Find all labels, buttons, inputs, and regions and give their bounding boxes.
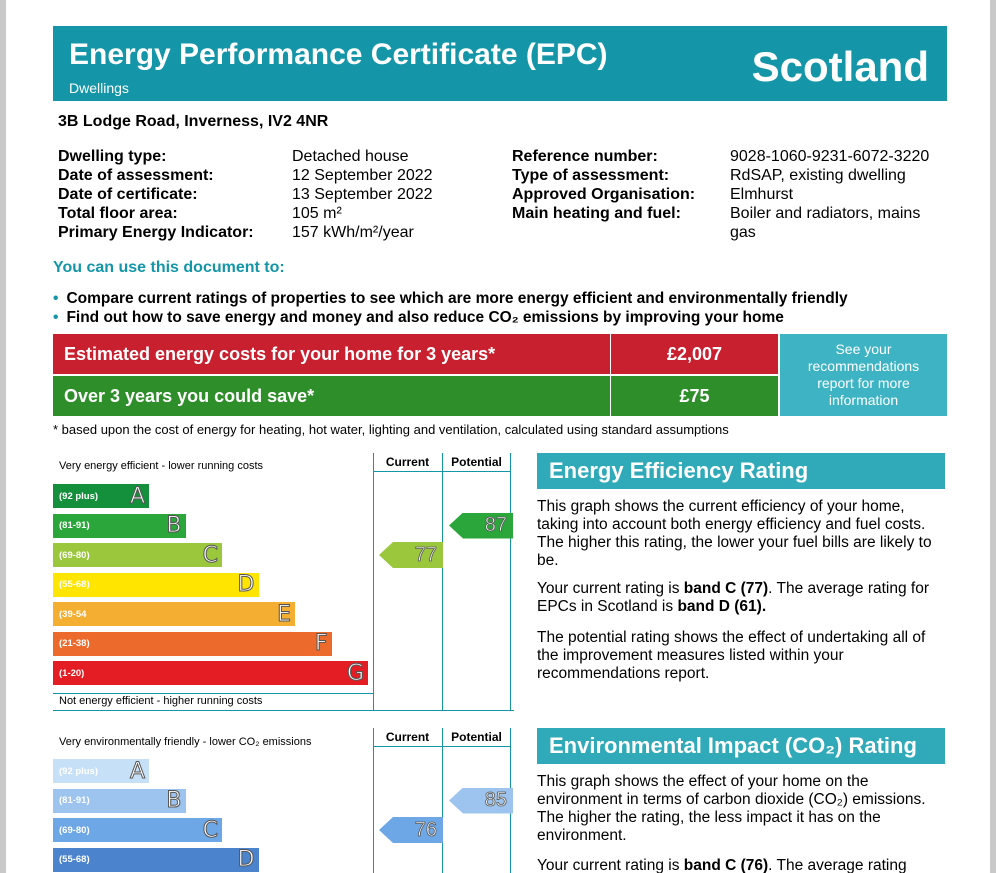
energy-efficiency-chart: Very energy efficient - lower running co… [53, 453, 514, 711]
band-bar-c: (69-80) C [53, 817, 222, 843]
band-bar-b: (81-91) B [53, 788, 186, 814]
band-bar-f: (21-38) F [53, 631, 332, 657]
current-rating-arrow: 76 [379, 817, 443, 843]
band-bar-a: (92 plus) A [53, 483, 149, 509]
band-letter: D [237, 847, 255, 873]
details-right: Reference number: 9028-1060-9231-6072-322… [512, 147, 929, 242]
band-range: (1-20) [59, 667, 85, 679]
current-header: Current [385, 730, 430, 744]
band-range: (81-91) [59, 520, 90, 531]
band-letter: D [237, 572, 255, 598]
eir-paragraph-1: This graph shows the effect of your home… [537, 773, 926, 844]
detail-row: Reference number: 9028-1060-9231-6072-322… [512, 148, 930, 165]
current-header: Current [385, 455, 430, 469]
band-letter: B [166, 788, 182, 814]
band-range: (92 plus) [59, 490, 99, 502]
footnote: * based upon the cost of energy for heat… [53, 422, 729, 437]
band-bar-g: (1-20) G [53, 660, 368, 686]
chart-bottom-caption: Not energy efficient - higher running co… [59, 695, 263, 707]
estimated-cost-value: £2,007 [611, 334, 778, 374]
band-range: (69-80) [59, 549, 90, 561]
detail-row: Total floor area: 105 m² [58, 205, 342, 222]
detail-row: Approved Organisation: Elmhurst [512, 186, 794, 203]
energy-efficiency-heading: Energy Efficiency Rating [537, 453, 945, 489]
band-bar-a: (92 plus) A [53, 758, 149, 784]
eer-paragraph-1: This graph shows the current efficiency … [537, 498, 932, 569]
details-left: Dwelling type: Detached house Date of ass… [58, 147, 433, 242]
band-range: (92 plus) [59, 765, 99, 777]
band-range: (55-68) [59, 579, 90, 590]
band-range: (69-80) [59, 824, 90, 836]
header-banner: Energy Performance Certificate (EPC) Dwe… [53, 26, 947, 101]
epc-page: Energy Performance Certificate (EPC) Dwe… [6, 0, 990, 873]
current-rating-arrow: 77 [379, 542, 443, 568]
detail-row: Dwelling type: Detached house [58, 148, 409, 165]
list-item: • Find out how to save energy and money a… [53, 309, 784, 326]
detail-row: gas [730, 224, 756, 241]
detail-row: Main heating and fuel: Boiler and radiato… [512, 205, 921, 222]
band-bar-b: (81-91) B [53, 513, 186, 539]
environmental-impact-heading: Environmental Impact (CO₂) Rating [537, 728, 945, 764]
detail-row: Date of certificate: 13 September 2022 [58, 186, 433, 203]
detail-row: Primary Energy Indicator: 157 kWh/m²/year [58, 224, 414, 241]
band-letter: F [314, 631, 328, 657]
region-label: Scotland [751, 43, 929, 90]
property-address: 3B Lodge Road, Inverness, IV2 4NR [58, 113, 329, 130]
eer-paragraph-3: The potential rating shows the effect of… [537, 629, 926, 682]
band-range: (21-38) [59, 638, 90, 649]
potential-column [442, 453, 511, 711]
band-range: (55-68) [59, 854, 90, 865]
potential-rating-arrow: 85 [449, 787, 513, 814]
band-range: (39-54 [59, 608, 87, 620]
estimated-cost-label: Estimated energy costs for your home for… [53, 334, 610, 374]
page-title: Energy Performance Certificate (EPC) [69, 38, 608, 71]
eir-paragraph-2: Your current rating is band C (76). The … [537, 857, 907, 873]
detail-row: Date of assessment: 12 September 2022 [58, 167, 433, 184]
list-item: • Compare current ratings of properties t… [53, 290, 848, 307]
environmental-impact-chart: Very environmentally friendly - lower CO… [53, 728, 514, 873]
band-letter: G [346, 660, 364, 686]
potential-header: Potential [451, 455, 502, 469]
current-column [373, 453, 443, 711]
uses-heading: You can use this document to: [53, 259, 285, 276]
band-bar-d: (55-68) D [53, 847, 259, 873]
band-letter: B [166, 513, 182, 539]
savings-value: £75 [611, 376, 778, 416]
savings-label: Over 3 years you could save* [53, 376, 610, 416]
band-letter: E [277, 601, 292, 627]
see-recommendations-link[interactable]: See your recommendations report for more… [780, 334, 947, 416]
band-bar-e: (39-54 E [53, 601, 295, 627]
uses-list: • Compare current ratings of properties t… [53, 289, 848, 327]
chart-top-caption: Very environmentally friendly - lower CO… [59, 736, 312, 748]
band-bar-c: (69-80) C [53, 542, 222, 568]
band-letter: A [129, 483, 145, 509]
detail-row: Type of assessment: RdSAP, existing dwell… [512, 167, 906, 184]
band-range: (81-91) [59, 795, 90, 806]
current-column [373, 728, 443, 873]
band-letter: C [202, 817, 218, 843]
band-bar-d: (55-68) D [53, 572, 259, 598]
potential-rating-arrow: 87 [449, 512, 513, 539]
band-letter: A [129, 758, 145, 784]
page-subtitle: Dwellings [69, 80, 129, 96]
band-letter: C [202, 542, 218, 568]
chart-top-caption: Very energy efficient - lower running co… [59, 460, 264, 472]
eer-paragraph-2: Your current rating is band C (77). The … [537, 580, 930, 615]
potential-header: Potential [451, 730, 502, 744]
